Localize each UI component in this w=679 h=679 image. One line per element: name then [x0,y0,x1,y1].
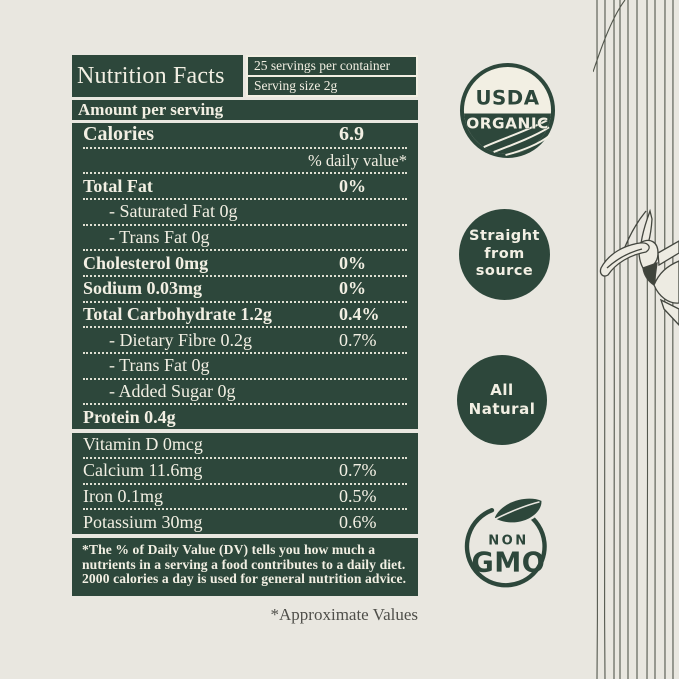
non-gmo-badge: NON GMO [464,496,547,588]
main-nutrients-panel: Calories 6.9 % daily value* Total Fat 0%… [72,123,418,429]
micronutrients-panel: Vitamin D 0mcg Calcium 11.6mg 0.7% Iron … [72,433,418,534]
servings-per-container: 25 servings per container [248,57,416,77]
non-text: NON [488,534,528,549]
amount-per-serving-band: Amount per serving [72,100,418,120]
nutrient-row-total-fat: Total Fat 0% [83,174,407,201]
badge-line: from [484,245,525,262]
reed-stalks [593,0,675,679]
nutrient-row-saturated-fat: - Saturated Fat 0g [83,200,407,226]
approximate-values-note: *Approximate Values [270,605,418,624]
calories-row: Calories 6.9 [83,123,407,149]
nutrient-row-calcium: Calcium 11.6mg 0.7% [83,459,407,485]
usda-organic-badge: USDA ORGANIC [459,62,556,159]
organic-text: ORGANIC [466,114,549,132]
usda-field-half [464,113,551,155]
nutrient-row-trans-fat: - Trans Fat 0g [83,226,407,252]
label-header: Nutrition Facts 25 servings per containe… [72,55,418,97]
usda-text: USDA [475,87,539,110]
straight-from-source-badge: Straight from source [459,209,550,300]
nutrient-row-sodium: Sodium 0.03mg 0% [83,277,407,303]
badge-line: Straight [469,228,540,245]
serving-size: Serving size 2g [254,78,338,93]
gmo-text: GMO [472,548,546,579]
nutrient-row-trans-fat-2: - Trans Fat 0g [83,354,407,380]
field-furrows-icon [483,119,551,157]
reeds-illustration [593,0,679,679]
nutrient-row-cholesterol: Cholesterol 0mg 0% [83,251,407,278]
nutrient-row-potassium: Potassium 30mg 0.6% [83,511,377,532]
nutrient-row-vitamin-d: Vitamin D 0mcg [83,433,407,459]
daily-value-footnote: *The % of Daily Value (DV) tells you how… [72,538,418,596]
daily-value-header: % daily value* [83,149,407,175]
all-natural-badge: All Natural [457,355,547,445]
nutrition-facts-label: Nutrition Facts 25 servings per containe… [72,55,418,625]
calories-value: 6.9 [339,123,364,146]
serving-info-box: 25 servings per container Serving size 2… [246,55,418,97]
nutrient-row-iron: Iron 0.1mg 0.5% [83,485,407,511]
gmo-circle-arc [464,508,547,588]
nutrient-row-added-sugar: - Added Sugar 0g [83,380,407,406]
label-title: Nutrition Facts [77,62,225,89]
nutrient-row-dietary-fibre: - Dietary Fibre 0.2g 0.7% [83,328,407,355]
leaf-icon [492,496,544,525]
badge-line: All [490,381,514,400]
badge-line: source [475,263,534,280]
calories-label: Calories [83,123,155,146]
nutrient-row-protein: Protein 0.4g [83,406,176,427]
nutrient-row-carbohydrate: Total Carbohydrate 1.2g 0.4% [83,303,407,329]
bird-illustration [599,208,679,326]
badge-line: Natural [468,400,536,418]
label-title-box: Nutrition Facts [72,55,243,97]
